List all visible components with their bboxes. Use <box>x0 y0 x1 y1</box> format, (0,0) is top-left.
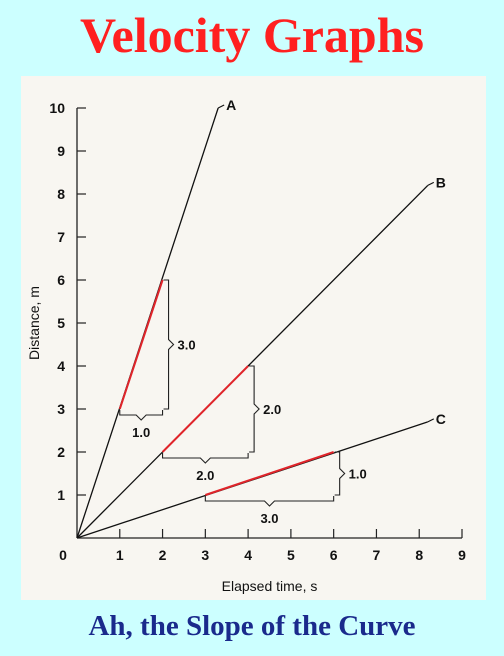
run-bracket <box>119 410 164 421</box>
rise-bracket <box>163 279 175 410</box>
slope-segment-a <box>118 279 164 410</box>
y-tick-label: 5 <box>57 315 65 331</box>
series-label-b: B <box>436 174 446 190</box>
run-bracket <box>162 453 249 464</box>
chart-panel: 0 1 2 3 4 5 6 7 8 9 1 2 3 4 5 6 7 8 9 10 Elapsed time, s Dist… <box>21 76 486 600</box>
run-label: 3.0 <box>260 511 278 526</box>
x-tick-label: 8 <box>415 547 423 563</box>
y-tick-label: 1 <box>57 487 65 503</box>
run-bracket <box>204 496 335 507</box>
x-tick-label: 0 <box>59 547 67 563</box>
x-tick-label: 5 <box>287 547 295 563</box>
series-leader <box>217 104 225 109</box>
distance-time-chart: 0 1 2 3 4 5 6 7 8 9 1 2 3 4 5 6 7 8 9 10 Elapsed time, s Dist… <box>26 97 466 594</box>
x-tick-label: 6 <box>330 547 338 563</box>
page-title: Velocity Graphs <box>80 7 424 63</box>
run-label: 1.0 <box>132 425 150 440</box>
rise-label: 2.0 <box>263 402 281 417</box>
y-tick-label: 7 <box>57 229 65 245</box>
series-label-c: C <box>436 411 446 427</box>
series-label-a: A <box>226 97 236 113</box>
x-tick-label: 3 <box>201 547 209 563</box>
y-tick-label: 10 <box>49 100 65 116</box>
x-tick-label: 7 <box>373 547 381 563</box>
slope-segment-c <box>205 451 334 496</box>
run-label: 2.0 <box>196 468 214 483</box>
y-tick-label: 6 <box>57 272 65 288</box>
rise-bracket <box>334 451 346 496</box>
x-tick-label: 9 <box>458 547 466 563</box>
x-axis-title: Elapsed time, s <box>222 578 318 594</box>
y-axis-title: Distance, m <box>26 286 42 360</box>
x-tick-label: 1 <box>116 547 124 563</box>
slope-segment-b <box>161 365 249 453</box>
caption: Ah, the Slope of the Curve <box>88 610 416 642</box>
y-tick-label: 4 <box>57 358 65 374</box>
y-tick-label: 2 <box>57 444 65 460</box>
y-tick-label: 8 <box>57 186 65 202</box>
series-leader <box>427 181 435 186</box>
x-tick-label: 4 <box>244 547 252 563</box>
series-leader <box>427 418 435 423</box>
rise-bracket <box>249 365 260 453</box>
y-tick-label: 9 <box>57 143 65 159</box>
rise-label: 1.0 <box>349 467 367 482</box>
x-tick-label: 2 <box>159 547 167 563</box>
y-tick-label: 3 <box>57 401 65 417</box>
series-line-b <box>76 184 429 539</box>
rise-label: 3.0 <box>178 338 196 353</box>
